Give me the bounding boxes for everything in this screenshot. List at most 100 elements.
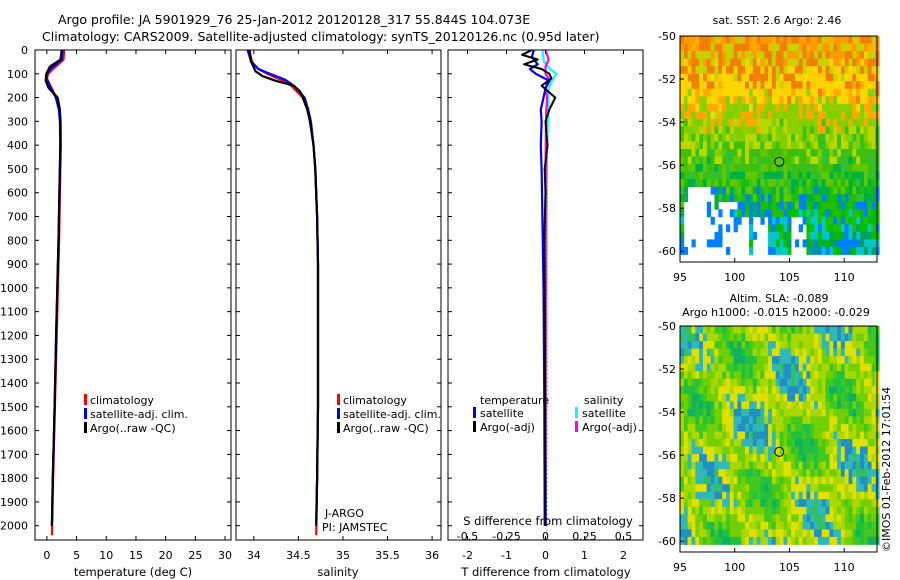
sla-map-cell [867, 521, 872, 530]
sla-map-cell [840, 326, 846, 334]
sst-map-cell [722, 43, 727, 52]
sla-map-cell [806, 386, 811, 395]
sst-map-cell [860, 209, 865, 218]
sla-map-cell [863, 363, 869, 372]
sla-map-cell [702, 416, 708, 425]
sst-map-cell [810, 216, 815, 225]
sst-map-cell [771, 36, 777, 44]
sla-map-cell [748, 454, 754, 462]
sla-map-cell [802, 408, 807, 417]
sla-map-cell [748, 431, 754, 440]
sla-map-cell [814, 401, 819, 410]
sla-map-cell [775, 499, 780, 508]
sst-map-cell [756, 126, 761, 135]
sst-map-cell [794, 149, 800, 157]
sst-map-cell [829, 164, 834, 172]
sst-map-cell [810, 118, 815, 127]
sst-map-cell [725, 179, 731, 188]
sla-map-cell [802, 386, 807, 395]
sst-map-cell [863, 81, 869, 90]
sst-map-cell [837, 239, 842, 248]
sst-map-cell [840, 149, 846, 157]
sst-map-cell [783, 209, 788, 218]
sst-map-cell [771, 179, 777, 188]
sst-map-cell [806, 239, 811, 248]
sst-map-cell [783, 126, 788, 135]
sst-map-cell [710, 88, 715, 97]
temperature-xtick-label: 0 [43, 549, 50, 562]
sla-map-cell [699, 431, 704, 440]
sst-map-cell [802, 73, 807, 82]
sla-map-cell [806, 416, 811, 425]
sst-map-cell [706, 239, 712, 248]
sla-map-cell [833, 484, 838, 493]
sst-map-cell [817, 36, 823, 44]
sst-map-cell [775, 216, 780, 225]
sla-map-cell [699, 408, 704, 417]
sst-map-cell [821, 111, 826, 120]
sla-map-cell [768, 514, 773, 523]
sla-map-cell [737, 341, 742, 349]
sst-map-cell [848, 43, 853, 52]
sst-map-cell [806, 141, 811, 150]
sla-map-cell [737, 536, 742, 545]
sst-map-cell [798, 88, 803, 97]
sst-map-cell [871, 179, 876, 188]
sst-map-cell [798, 73, 803, 82]
sla-map-cell [752, 386, 758, 395]
sst-map-cell [733, 111, 738, 120]
sst-map-cell [775, 209, 780, 218]
sst-map-cell [722, 194, 727, 203]
sla-map-cell [871, 484, 876, 493]
sst-map-cell [722, 73, 727, 82]
sla-map-cell [733, 499, 738, 508]
sst-map-cell [737, 81, 742, 90]
sst-map-cell [695, 66, 700, 75]
sla-map-cell [756, 439, 761, 447]
sst-map-cell [802, 111, 807, 120]
salinity-xtick-label: 35 [336, 549, 350, 562]
sst-map-cell [718, 111, 723, 120]
sst-map-cell [722, 88, 727, 97]
sla-map-cell [825, 401, 830, 410]
sla-map-cell [695, 484, 700, 493]
sst-map-cell [741, 51, 746, 59]
sla-map-cell [764, 333, 769, 342]
sla-map-cell [798, 476, 803, 485]
sst-map-cell [680, 231, 685, 240]
sla-map-cell [683, 514, 689, 523]
sla-map-cell [852, 348, 857, 357]
sst-map-cell [714, 81, 719, 90]
sla-map-cell [695, 371, 700, 380]
sla-map-cell [863, 333, 869, 342]
sst-map-cell [741, 179, 746, 188]
temperature-legend-satellite: satellite-adj. clim. [90, 408, 188, 421]
sla-map-cell [764, 356, 769, 365]
sst-map-cell [699, 126, 704, 135]
sla-map-cell [729, 378, 735, 387]
sst-map-cell [779, 73, 784, 82]
sst-map-cell [852, 73, 857, 82]
sla-map-cell [768, 469, 773, 478]
sla-map-cell [741, 348, 746, 357]
depth-tick-label: 700 [7, 211, 28, 224]
sst-map-cell [718, 186, 723, 195]
sla-map-cell [680, 491, 685, 500]
sla-map-cell [791, 393, 796, 402]
sla-map-cell [725, 348, 731, 357]
sst-map-cell [756, 103, 761, 112]
difference-legend-swatch-sal-satellite [575, 407, 578, 418]
sla-map-cell [848, 476, 853, 485]
sla-map-cell [775, 348, 780, 357]
sla-map-cell [745, 439, 750, 447]
sla-map-cell [814, 491, 819, 500]
sla-map-cell [710, 499, 715, 508]
sla-map-cell [810, 484, 815, 493]
sst-map-cell [852, 58, 857, 67]
sla-map-cell [748, 476, 754, 485]
sst-map-cell [729, 209, 735, 218]
sla-map-cell [867, 326, 872, 334]
sst-map-cell [733, 194, 738, 203]
sla-map-cell [699, 393, 704, 402]
sla-map-cell [722, 484, 727, 493]
